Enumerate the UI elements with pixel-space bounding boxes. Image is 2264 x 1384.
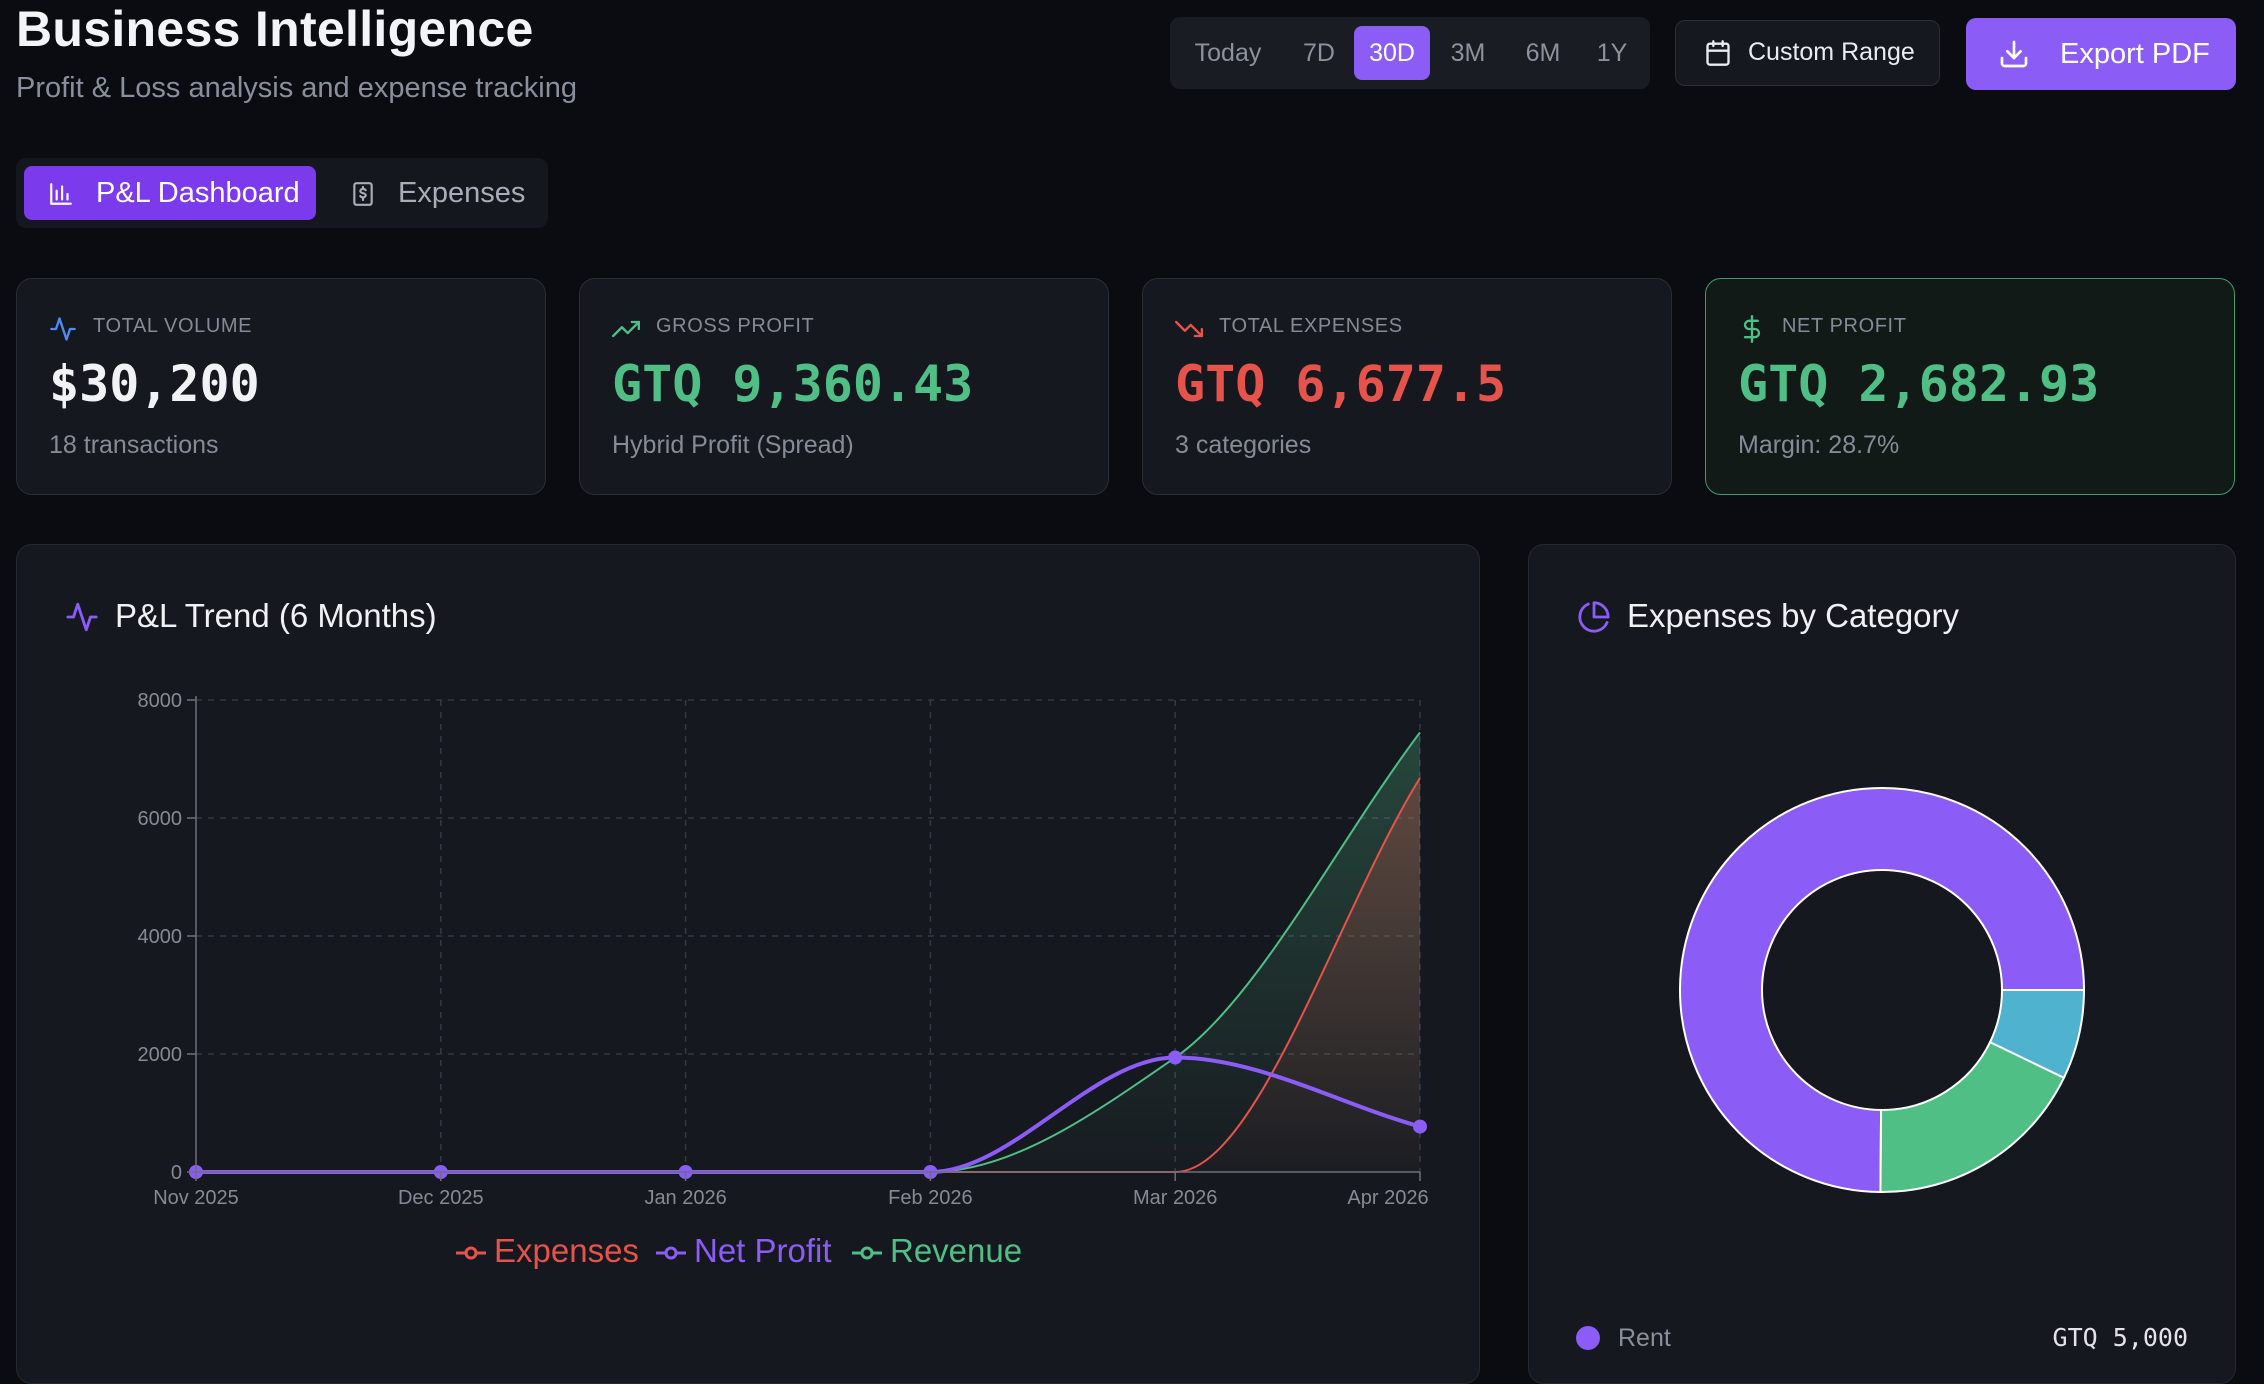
x-tick-label: Nov 2025 xyxy=(153,1187,239,1209)
x-tick-label: Feb 2026 xyxy=(888,1187,973,1209)
tab-expenses[interactable]: Expenses xyxy=(326,166,536,220)
net-profit-point xyxy=(1413,1119,1427,1134)
stat-subtext: Hybrid Profit (Spread) xyxy=(612,431,854,459)
stat-value: $30,200 xyxy=(49,355,260,413)
stat-card-net-profit: NET PROFIT GTQ 2,682.93 Margin: 28.7% xyxy=(1705,278,2235,495)
page-subtitle: Profit & Loss analysis and expense track… xyxy=(16,72,577,104)
donut-slice-rent[interactable] xyxy=(1679,787,2086,1194)
activity-icon xyxy=(66,602,98,632)
receipt-dollar-icon xyxy=(353,182,373,206)
custom-range-label: Custom Range xyxy=(1748,38,1915,66)
legend-label: Revenue xyxy=(890,1232,1023,1269)
range-7d-button[interactable]: 7D xyxy=(1303,39,1335,67)
expenses-category-panel: Expenses by Category xyxy=(1528,544,2236,1384)
pl-trend-chart: 0 2000 4000 6000 8000 Nov 2025 Dec 2025 Jan 202… xyxy=(138,690,1429,1209)
range-3m-button[interactable]: 3M xyxy=(1450,39,1486,67)
range-1y-button[interactable]: 1Y xyxy=(1596,39,1628,67)
legend-line-marker-icon xyxy=(456,1246,486,1260)
stat-subtext: 3 categories xyxy=(1175,431,1312,459)
pl-trend-title: P&L Trend (6 Months) xyxy=(115,597,437,634)
revenue-area xyxy=(196,732,1420,1172)
donut-slice[interactable] xyxy=(1879,1040,2066,1193)
expenses-donut-chart xyxy=(1679,787,2086,1194)
trending-up-icon xyxy=(612,320,640,338)
tab-pl-dashboard-label: P&L Dashboard xyxy=(96,177,300,209)
stat-value: GTQ 6,677.5 xyxy=(1175,355,1507,413)
calendar-icon xyxy=(1706,40,1730,66)
export-pdf-label: Export PDF xyxy=(2060,38,2210,70)
stat-label: GROSS PROFIT xyxy=(656,315,815,337)
legend-line-marker-icon xyxy=(656,1246,686,1260)
stat-value: GTQ 2,682.93 xyxy=(1738,355,2100,413)
range-today-button[interactable]: Today xyxy=(1194,39,1262,67)
x-tick-label: Dec 2025 xyxy=(398,1187,484,1209)
net-profit-point xyxy=(1168,1050,1183,1065)
stat-label: TOTAL EXPENSES xyxy=(1219,315,1403,337)
legend-item-net-profit[interactable]: Net Profit xyxy=(656,1232,832,1270)
view-tabs: P&L Dashboard Expenses xyxy=(16,158,548,228)
legend-item-expenses[interactable]: Expenses xyxy=(456,1232,639,1270)
category-name: Rent xyxy=(1618,1324,1671,1352)
x-tick-label: Jan 2026 xyxy=(644,1187,726,1209)
stat-subtext: Margin: 28.7% xyxy=(1738,431,1900,459)
stat-card-total-volume: TOTAL VOLUME $30,200 18 transactions xyxy=(16,278,546,495)
x-tick-label: Mar 2026 xyxy=(1133,1187,1218,1209)
stat-label: NET PROFIT xyxy=(1782,315,1907,337)
category-legend-row: Rent GTQ 5,000 xyxy=(1576,1322,2188,1354)
legend-item-revenue[interactable]: Revenue xyxy=(852,1232,1022,1270)
stat-label: TOTAL VOLUME xyxy=(93,315,253,337)
range-30d-button[interactable]: 30D xyxy=(1354,26,1430,80)
export-pdf-button[interactable]: Export PDF xyxy=(1966,18,2236,90)
pl-trend-panel: P&L Trend (6 Months) xyxy=(16,544,1480,1384)
date-range-selector: Today 7D 30D 3M 6M 1Y xyxy=(1170,17,1650,89)
activity-icon xyxy=(50,317,76,341)
legend-label: Expenses xyxy=(494,1232,639,1269)
stat-subtext: 18 transactions xyxy=(49,431,219,459)
y-tick-label: 8000 xyxy=(138,690,183,712)
range-6m-button[interactable]: 6M xyxy=(1525,39,1561,67)
y-tick-label: 0 xyxy=(171,1162,182,1184)
page-title: Business Intelligence xyxy=(16,1,534,57)
trending-down-icon xyxy=(1175,320,1203,338)
y-tick-label: 4000 xyxy=(138,926,183,948)
legend-line-marker-icon xyxy=(852,1246,882,1260)
x-tick-label: Apr 2026 xyxy=(1347,1187,1428,1209)
legend-label: Net Profit xyxy=(694,1232,832,1269)
y-tick-label: 2000 xyxy=(138,1044,183,1066)
tab-pl-dashboard[interactable]: P&L Dashboard xyxy=(24,166,316,220)
download-icon xyxy=(2000,40,2028,68)
category-color-dot xyxy=(1576,1326,1600,1350)
expenses-area xyxy=(196,778,1420,1172)
custom-range-button[interactable]: Custom Range xyxy=(1675,20,1940,86)
category-value: GTQ 5,000 xyxy=(2052,1323,2188,1352)
stat-card-gross-profit: GROSS PROFIT GTQ 9,360.43 Hybrid Profit … xyxy=(579,278,1109,495)
expenses-category-title: Expenses by Category xyxy=(1627,597,1960,634)
stat-value: GTQ 9,360.43 xyxy=(612,355,974,413)
tab-expenses-label: Expenses xyxy=(398,177,526,209)
dollar-icon xyxy=(1743,315,1761,343)
y-tick-label: 6000 xyxy=(138,808,183,830)
pie-chart-icon xyxy=(1578,601,1610,633)
bar-chart-icon xyxy=(50,183,72,205)
donut-slice[interactable] xyxy=(1988,989,2086,1080)
stat-card-total-expenses: TOTAL EXPENSES GTQ 6,677.5 3 categories xyxy=(1142,278,1672,495)
